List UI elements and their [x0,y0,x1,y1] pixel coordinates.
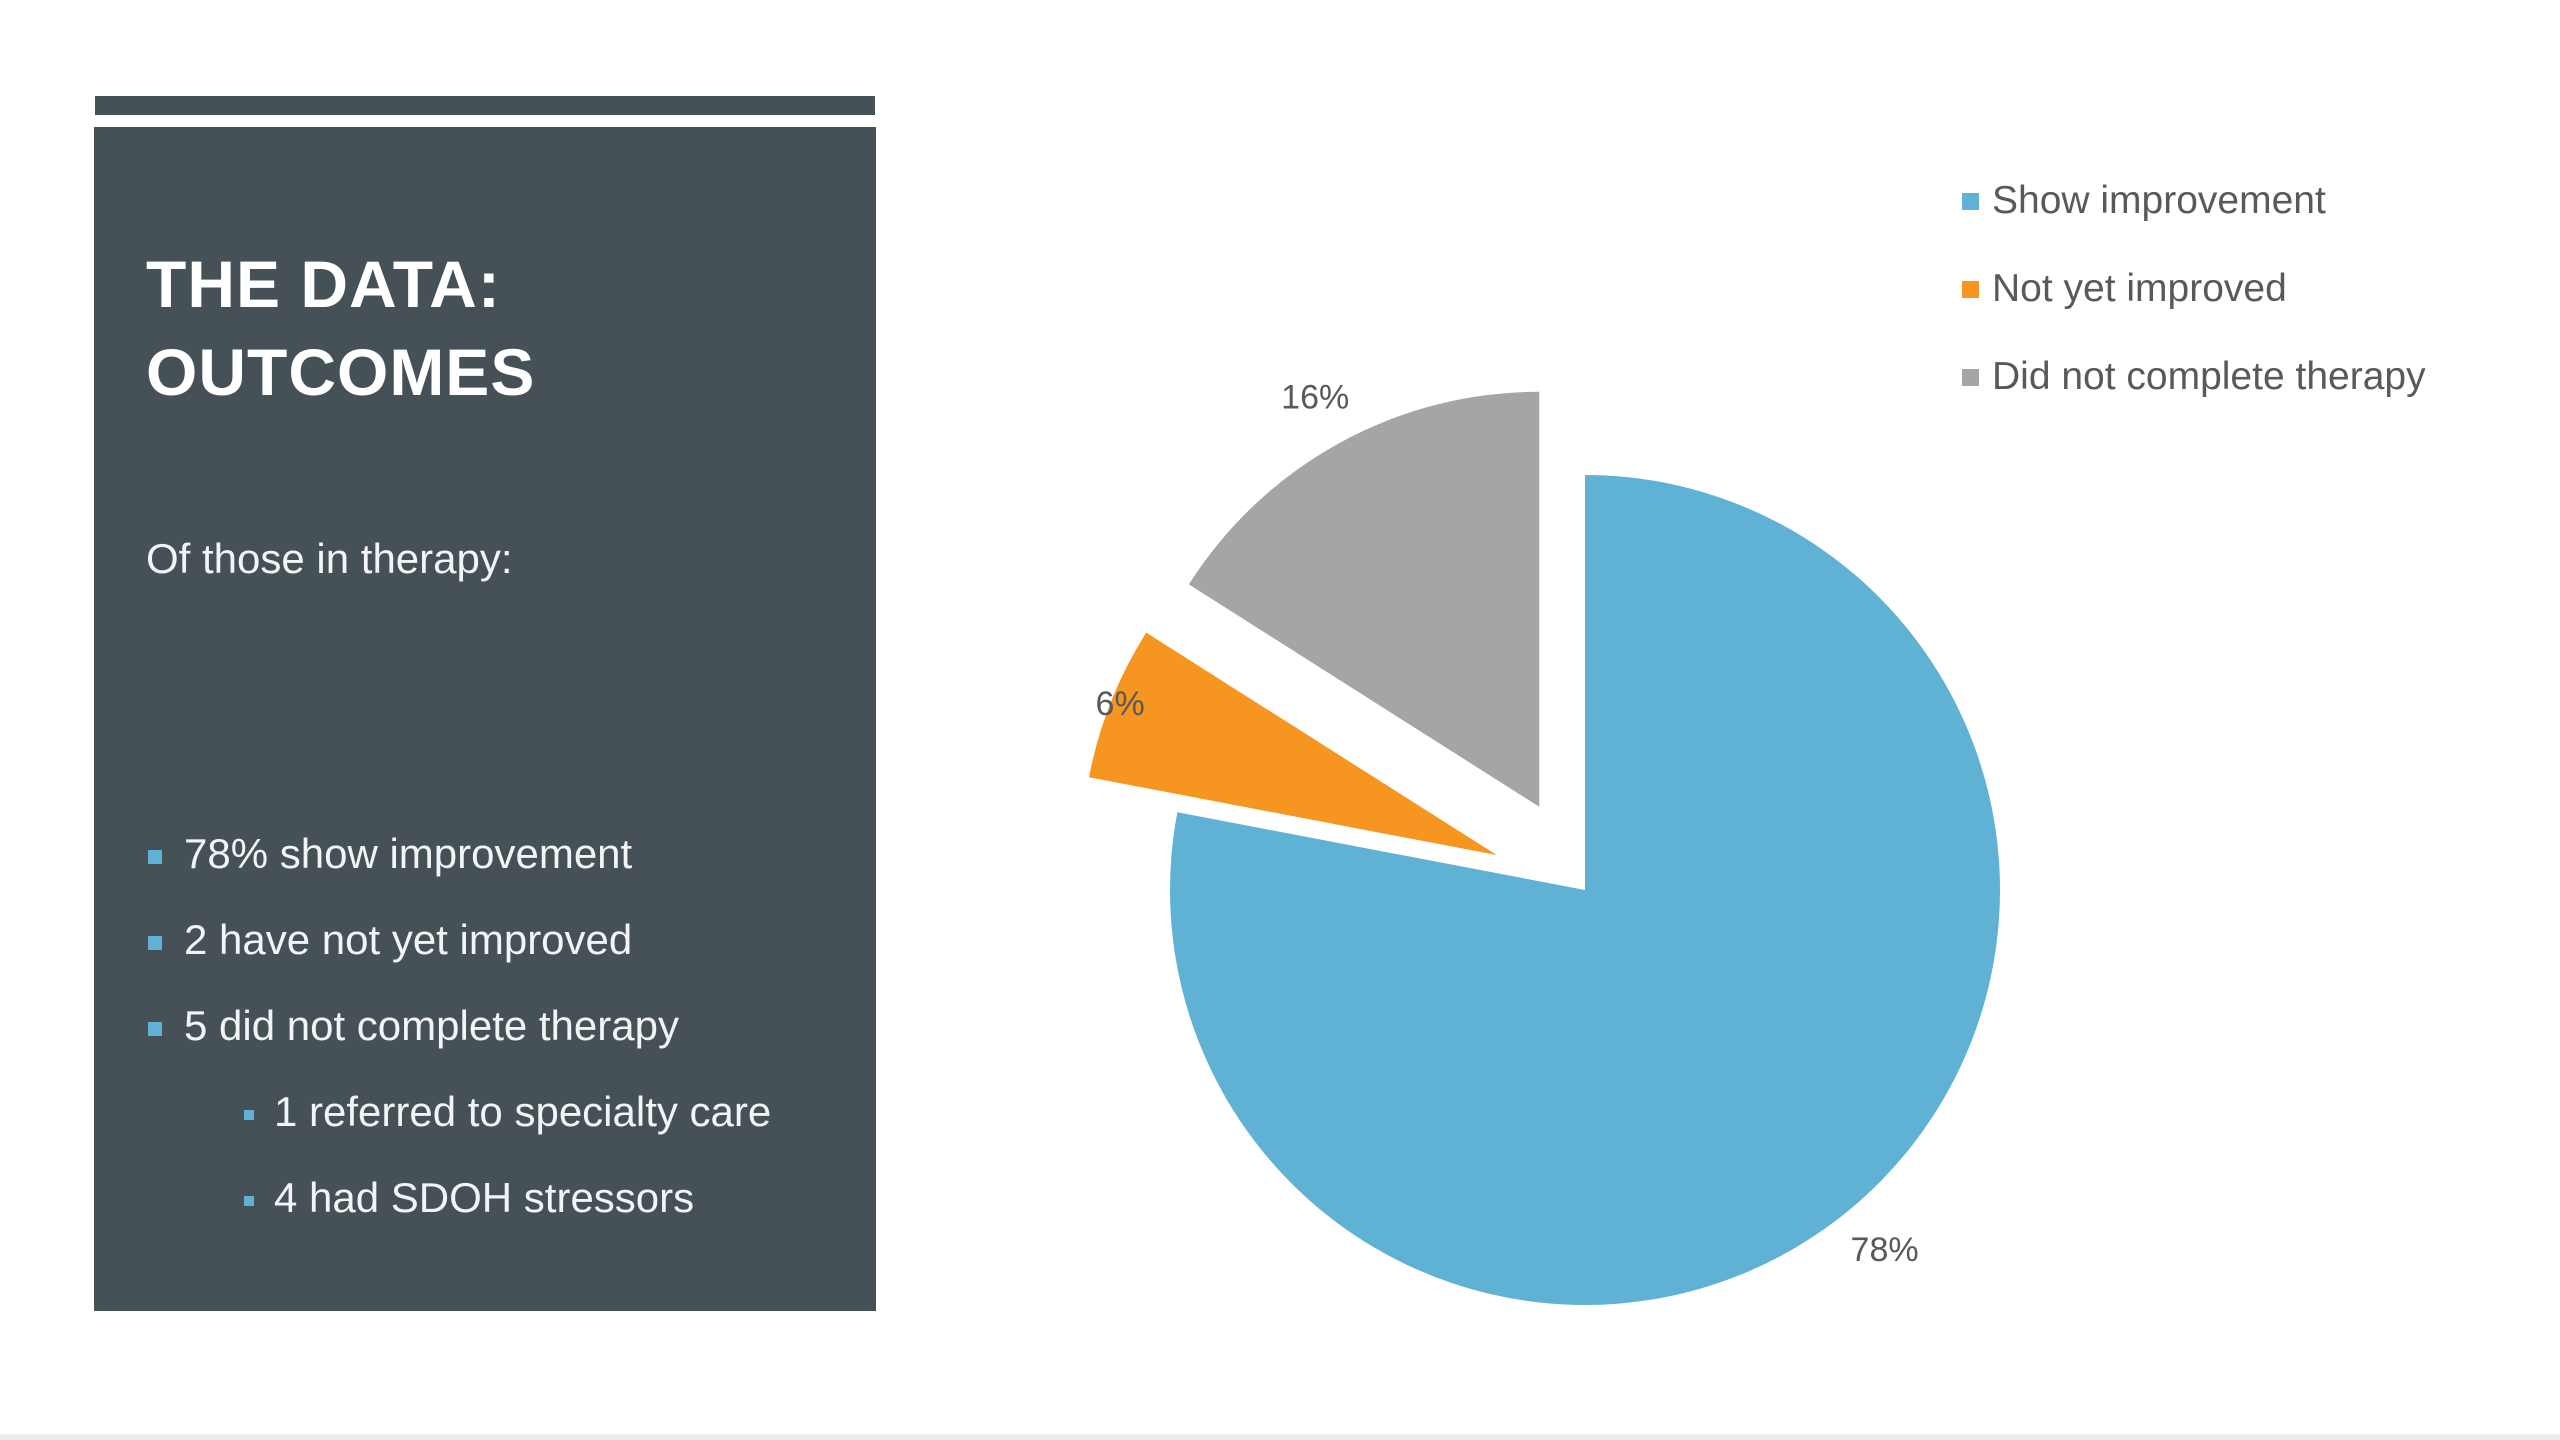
square-bullet-icon [148,850,162,864]
legend-swatch [1962,281,1979,298]
small-square-bullet-icon [244,1110,254,1120]
bullet-text: 2 have not yet improved [184,916,633,963]
legend-item: Not yet improved [1962,254,2426,342]
pie-slice-show-improvement [1169,475,2001,1305]
sub-bullet-item: 1 referred to specialty care [146,1069,771,1155]
slide-title: THE DATA: OUTCOMES [146,240,846,416]
legend-label: Show improvement [1992,179,2326,222]
bullet-text: 78% show improvement [184,830,633,877]
intro-text: Of those in therapy: [146,535,513,582]
pie-slice-did-not-complete-therapy [1188,391,1540,807]
legend-item: Show improvement [1962,166,2426,254]
data-label: 78% [1851,1231,1919,1269]
bullet-list: 78% show improvement 2 have not yet impr… [146,811,771,1241]
data-label: 16% [1281,378,1349,416]
title-line-1: THE DATA: [146,247,501,321]
bullet-item: 5 did not complete therapy [146,983,771,1069]
legend-label: Not yet improved [1992,267,2287,310]
title-line-2: OUTCOMES [146,335,536,409]
content-panel: THE DATA: OUTCOMES Of those in therapy: … [94,127,876,1311]
data-label: 6% [1096,685,1145,723]
bullet-text: 5 did not complete therapy [184,1002,679,1049]
bottom-divider [0,1434,2560,1440]
pie-slice-not-yet-improved [1089,632,1497,856]
square-bullet-icon [148,1022,162,1036]
legend-swatch [1962,369,1979,386]
sub-bullet-text: 4 had SDOH stressors [274,1174,695,1221]
sub-bullet-text: 1 referred to specialty care [274,1088,772,1135]
small-square-bullet-icon [244,1196,254,1206]
square-bullet-icon [148,936,162,950]
chart-legend: Show improvement Not yet improved Did not … [1962,166,2426,430]
sub-bullet-item: 4 had SDOH stressors [146,1155,771,1241]
panel-top-rule [95,96,875,115]
bullet-item: 2 have not yet improved [146,897,771,983]
legend-swatch [1962,193,1979,210]
bullet-item: 78% show improvement [146,811,771,897]
legend-label: Did not complete therapy [1992,355,2426,398]
legend-item: Did not complete therapy [1962,342,2426,430]
